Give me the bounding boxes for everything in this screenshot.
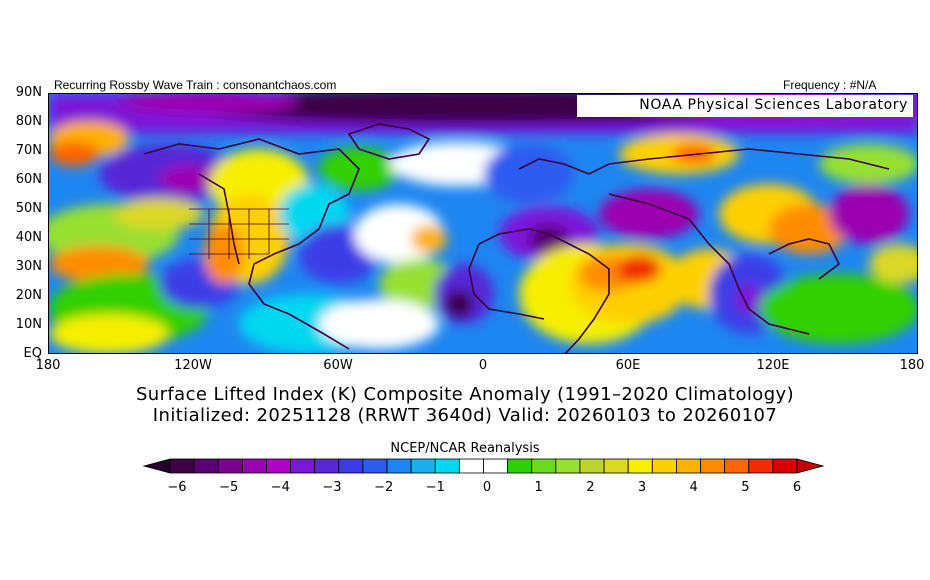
colorbar-swatch — [193, 458, 219, 474]
colorbar-tick-label: 5 — [741, 480, 750, 495]
colorbar-under-arrow — [142, 458, 171, 474]
colorbar-swatch — [531, 458, 557, 474]
lab-label-box: NOAA Physical Sciences Laboratory — [577, 95, 914, 117]
colorbar-swatch — [555, 458, 581, 474]
colorbar — [142, 458, 825, 474]
colorbar-swatch — [266, 458, 291, 474]
lon-label-60e: 60E — [615, 358, 641, 373]
colorbar-tick-label: −1 — [425, 480, 445, 495]
lat-label-60n: 60N — [15, 172, 42, 187]
us-state-lines — [189, 208, 289, 259]
colorbar-tick-label: 2 — [586, 480, 595, 495]
coastline-overlay — [143, 123, 890, 353]
lon-label-180w: 180 — [35, 358, 61, 373]
lat-label-70n: 70N — [15, 143, 42, 158]
lon-label-120w: 120W — [174, 358, 212, 373]
lat-label-40n: 40N — [15, 230, 42, 245]
colorbar-swatch — [434, 458, 460, 474]
colorbar-swatch — [507, 458, 533, 474]
colorbar-swatch — [217, 458, 243, 474]
colorbar-tick-label: 4 — [689, 480, 698, 495]
colorbar-tick-label: 0 — [482, 480, 492, 495]
colorbar-swatch — [627, 458, 653, 474]
lon-label-60w: 60W — [323, 358, 353, 373]
colorbar-swatch — [362, 458, 388, 474]
lat-label-80n: 80N — [15, 114, 42, 129]
colorbar-tick-label: 6 — [792, 480, 802, 495]
anomaly-map-svg — [49, 94, 917, 353]
lab-label: NOAA Physical Sciences Laboratory — [639, 97, 908, 113]
lon-label-180e: 180 — [899, 358, 925, 373]
colorbar-over-arrow — [796, 458, 825, 474]
colorbar-tick-label: −2 — [374, 480, 394, 495]
colorbar-tick-label: −5 — [219, 480, 239, 495]
colorbar-swatch — [338, 458, 364, 474]
colorbar-tick-label: −3 — [322, 480, 342, 495]
lat-label-90n: 90N — [15, 85, 42, 100]
lon-label-0: 0 — [478, 358, 488, 373]
caption-line2: Initialized: 20251128 (RRWT 3640d) Valid… — [152, 405, 778, 426]
colorbar-swatch — [651, 458, 677, 474]
colorbar-swatch — [676, 458, 701, 474]
source-label: NCEP/NCAR Reanalysis — [390, 441, 540, 456]
colorbar-swatch — [458, 458, 484, 474]
colorbar-swatch — [169, 458, 195, 474]
colorbar-swatch — [241, 458, 267, 474]
colorbar-swatch — [314, 458, 340, 474]
colorbar-swatch — [772, 458, 798, 474]
lat-label-30n: 30N — [15, 259, 42, 274]
colorbar-swatch — [748, 458, 774, 474]
header-left-text: Recurring Rossby Wave Train : consonantc… — [54, 78, 337, 92]
colorbar-swatch — [603, 458, 629, 474]
colorbar-swatch — [700, 458, 726, 474]
lat-label-eq: EQ — [23, 346, 42, 361]
lon-label-120e: 120E — [756, 358, 790, 373]
anomaly-map: NOAA Physical Sciences Laboratory — [48, 93, 918, 354]
colorbar-swatch — [386, 458, 412, 474]
colorbar-swatch — [410, 458, 436, 474]
colorbar-tick-label: −4 — [270, 480, 290, 495]
lat-label-20n: 20N — [15, 288, 42, 303]
header-right-text: Frequency : #N/A — [783, 78, 877, 92]
lat-label-50n: 50N — [15, 201, 42, 216]
colorbar-swatch — [579, 458, 605, 474]
colorbar-tick-label: −6 — [167, 480, 187, 495]
lat-label-10n: 10N — [15, 317, 42, 332]
caption-line1: Surface Lifted Index (K) Composite Anoma… — [135, 384, 794, 405]
colorbar-swatch — [724, 458, 750, 474]
lab-label-accent — [913, 95, 917, 117]
colorbar-tick-label: 3 — [637, 480, 647, 495]
colorbar-swatch — [290, 458, 316, 474]
colorbar-tick-label: 1 — [534, 480, 543, 495]
colorbar-swatch — [483, 458, 509, 474]
